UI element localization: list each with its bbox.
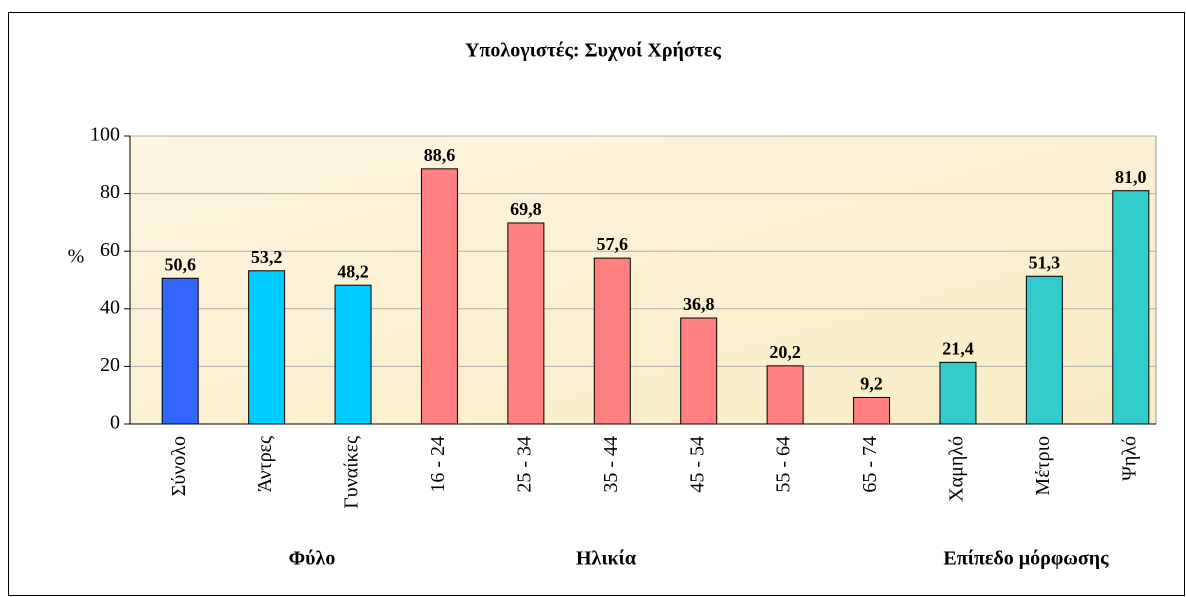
plot-area	[129, 135, 1157, 425]
group-label: Επίπεδο μόρφωσης	[943, 548, 1109, 570]
x-tick-label: 16 - 24	[427, 436, 449, 493]
value-label: 36,8	[683, 294, 715, 314]
y-tick-label: 40	[100, 296, 120, 318]
value-label: 21,4	[942, 338, 974, 358]
x-tick-label: 45 - 54	[686, 436, 708, 493]
bar	[248, 270, 286, 425]
group-label: Φύλο	[289, 548, 336, 570]
x-tick-label: 55 - 64	[773, 436, 795, 493]
chart-title: Υπολογιστές: Συχνοί Χρήστες	[465, 40, 722, 62]
value-label: 20,2	[769, 342, 801, 362]
x-tick-label: Ψηλό	[1118, 436, 1140, 481]
bar	[420, 168, 458, 425]
value-label: 57,6	[597, 234, 629, 254]
bar	[593, 257, 631, 425]
value-label: 69,8	[510, 199, 542, 219]
value-label: 48,2	[337, 261, 369, 281]
y-tick-label: 20	[100, 354, 120, 376]
y-tick-label: 0	[110, 412, 120, 434]
x-tick-label: 65 - 74	[859, 436, 881, 493]
x-tick-label: Άντρες	[254, 436, 276, 492]
bar	[1112, 190, 1150, 425]
x-tick-label: Γυναίκες	[341, 436, 363, 509]
bar	[939, 361, 977, 425]
y-tick-label: 100	[90, 124, 120, 146]
x-tick-label: Μέτριο	[1032, 436, 1054, 496]
bar	[161, 277, 199, 425]
value-label: 53,2	[251, 247, 283, 267]
value-label: 81,0	[1115, 167, 1147, 187]
bar	[680, 317, 718, 425]
y-axis-label: %	[68, 246, 85, 268]
bar	[1025, 275, 1063, 425]
x-tick-label: 25 - 34	[513, 436, 535, 493]
value-label: 51,3	[1029, 252, 1061, 272]
x-tick-label: 35 - 44	[600, 436, 622, 493]
y-tick-label: 60	[100, 239, 120, 261]
y-tick-label: 80	[100, 181, 120, 203]
x-tick-label: Χαμηλό	[946, 436, 968, 502]
group-label: Ηλικία	[576, 548, 636, 570]
bar	[334, 284, 372, 425]
bar	[507, 222, 545, 425]
value-label: 50,6	[164, 254, 196, 274]
value-label: 88,6	[424, 145, 456, 165]
value-label: 9,2	[860, 374, 883, 394]
bar	[853, 397, 891, 425]
x-tick-label: Σύνολο	[168, 436, 190, 496]
bar	[766, 365, 804, 425]
